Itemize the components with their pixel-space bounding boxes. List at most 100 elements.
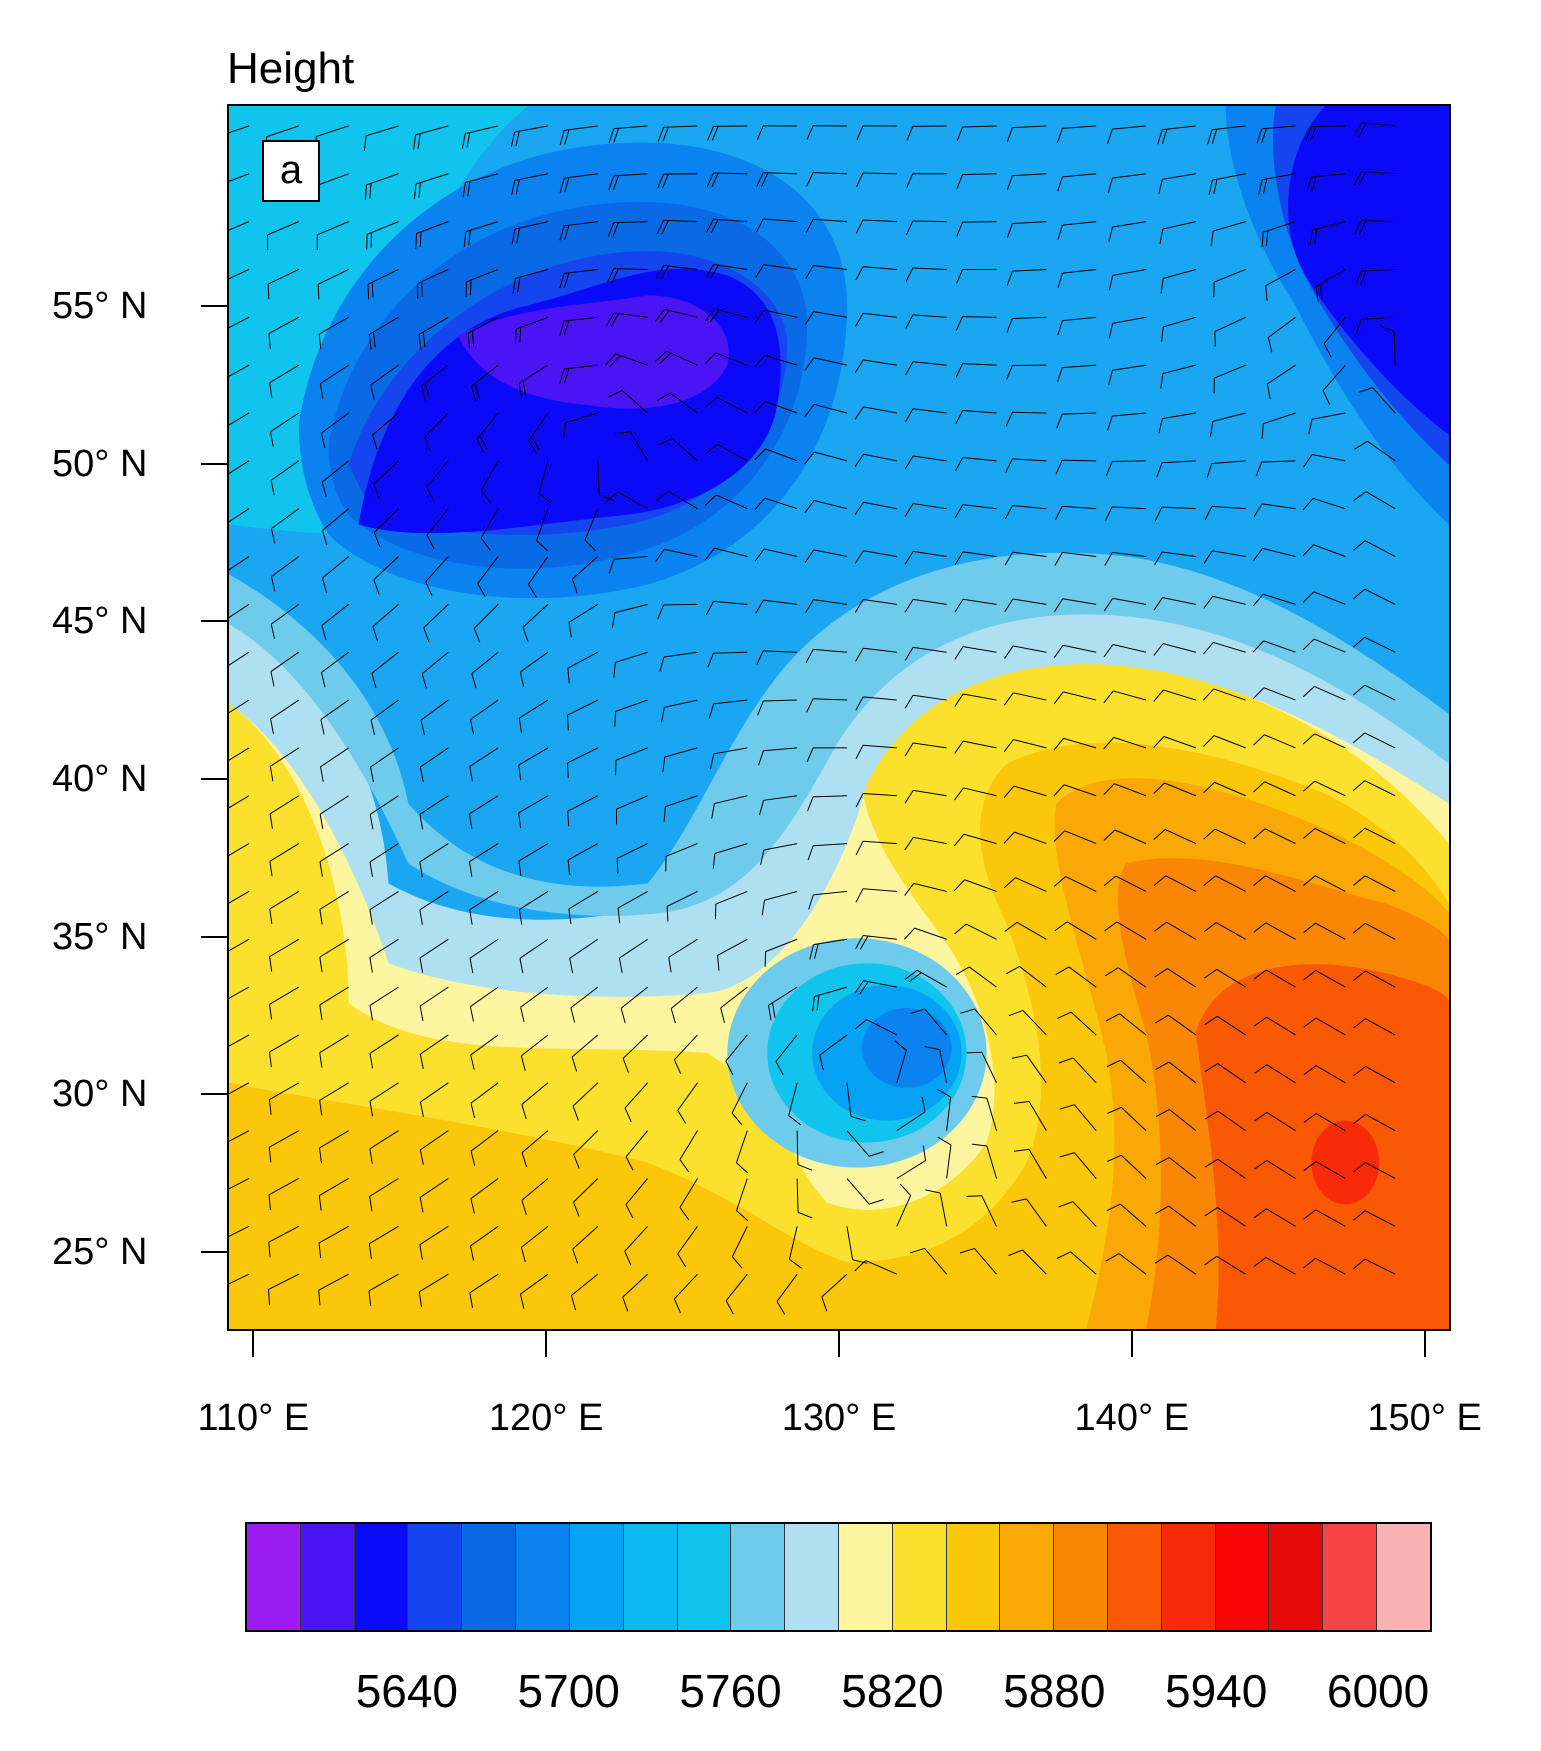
wind-barb-feather bbox=[1213, 179, 1218, 195]
wind-barb bbox=[567, 651, 599, 669]
wind-barb bbox=[1262, 173, 1296, 181]
wind-barb bbox=[1062, 459, 1097, 462]
wind-barb-feather bbox=[1358, 171, 1367, 186]
wind-barb-feather bbox=[270, 718, 274, 734]
wind-barb-feather bbox=[854, 1019, 867, 1030]
wind-barb bbox=[1365, 1161, 1396, 1179]
wind-barb-feather bbox=[515, 131, 520, 147]
wind-barb-feather bbox=[1256, 128, 1263, 144]
wind-barb bbox=[862, 172, 897, 175]
wind-barb bbox=[1212, 173, 1246, 181]
wind-barb bbox=[1167, 968, 1197, 988]
wind-barb bbox=[319, 843, 349, 863]
wind-barb-feather bbox=[1352, 827, 1366, 839]
wind-barb-feather bbox=[536, 540, 549, 552]
wind-barb-feather bbox=[514, 329, 517, 345]
contour-5780 bbox=[229, 552, 1449, 916]
wind-barb-feather bbox=[419, 909, 423, 925]
wind-barb-feather bbox=[1154, 921, 1167, 932]
wind-barb bbox=[763, 650, 798, 653]
wind-barb-feather bbox=[971, 1095, 987, 1099]
wind-barb-feather bbox=[710, 264, 719, 279]
wind-barb-feather bbox=[806, 172, 814, 187]
wind-barb-feather bbox=[369, 1005, 373, 1021]
y-tick-label: 35° N bbox=[52, 915, 148, 958]
wind-barb-feather bbox=[789, 1258, 803, 1269]
wind-barb-feather bbox=[270, 528, 276, 544]
wind-barb-feather bbox=[422, 332, 426, 348]
wind-barb bbox=[663, 603, 698, 606]
wind-barb bbox=[1315, 1065, 1346, 1084]
wind-barb-feather bbox=[904, 927, 916, 940]
wind-barb-feather bbox=[1011, 1198, 1027, 1203]
wind-barb bbox=[1217, 1063, 1246, 1084]
wind-barb-feather bbox=[463, 231, 467, 247]
wind-barb-feather bbox=[953, 879, 966, 892]
wind-barb-feather bbox=[1302, 733, 1315, 745]
wind-barb-feather bbox=[269, 1004, 273, 1020]
wind-barb-feather bbox=[1305, 126, 1312, 141]
wind-barb-feather bbox=[706, 172, 714, 188]
wind-barb-feather bbox=[319, 1100, 323, 1116]
wind-barb-feather bbox=[1204, 1255, 1218, 1266]
wind-barb bbox=[269, 843, 300, 862]
wind-barb-feather bbox=[1352, 684, 1366, 696]
wind-barb bbox=[1216, 1255, 1246, 1275]
wind-barb bbox=[1266, 969, 1296, 988]
wind-barb-feather bbox=[268, 1194, 271, 1210]
wind-barb-feather bbox=[426, 486, 435, 501]
wind-barb-feather bbox=[567, 859, 571, 876]
wind-barb bbox=[613, 125, 648, 130]
wind-barb bbox=[1313, 638, 1346, 653]
wind-barb-feather bbox=[804, 404, 815, 417]
wind-barb-feather bbox=[559, 130, 565, 146]
wind-barb bbox=[1263, 412, 1296, 425]
wind-barb bbox=[1073, 1152, 1097, 1179]
wind-barb bbox=[1112, 173, 1147, 179]
wind-barb bbox=[613, 312, 648, 318]
wind-barb-feather bbox=[673, 1059, 682, 1074]
wind-barb bbox=[229, 1082, 250, 1095]
wind-barb-feather bbox=[419, 766, 424, 783]
wind-barb bbox=[317, 221, 349, 236]
wind-barb bbox=[912, 267, 947, 270]
wind-barb-feather bbox=[470, 1150, 476, 1166]
wind-barb-feather bbox=[1309, 229, 1313, 245]
wind-barb bbox=[846, 1130, 870, 1157]
wind-barb bbox=[622, 1273, 648, 1298]
wind-barb bbox=[1012, 598, 1047, 605]
wind-barb-feather bbox=[904, 790, 914, 804]
wind-barb bbox=[863, 550, 897, 558]
wind-barb-feather bbox=[759, 800, 765, 816]
wind-barb-feather bbox=[612, 175, 620, 191]
wind-barb bbox=[664, 548, 698, 558]
wind-barb-feather bbox=[1005, 966, 1020, 975]
wind-barb-feather bbox=[517, 277, 521, 293]
wind-barb bbox=[1266, 1160, 1296, 1179]
wind-barb-feather bbox=[1303, 454, 1313, 468]
colorbar-label: 5700 bbox=[517, 1665, 620, 1717]
wind-barb-feather bbox=[904, 695, 914, 709]
wind-barb bbox=[1112, 316, 1147, 324]
wind-barb-feather bbox=[925, 1189, 941, 1194]
wind-barb-feather bbox=[966, 1195, 982, 1197]
y-tick-label: 30° N bbox=[52, 1073, 148, 1116]
wind-barb-feather bbox=[1204, 506, 1213, 521]
wind-barb-feather bbox=[705, 264, 715, 278]
wind-barb bbox=[716, 494, 748, 510]
wind-barb-feather bbox=[418, 334, 422, 350]
wind-barb-feather bbox=[1208, 179, 1213, 196]
wind-barb-feather bbox=[655, 309, 665, 322]
wind-barb-feather bbox=[772, 1002, 776, 1018]
wind-barb bbox=[1217, 1110, 1246, 1132]
wind-barb-feather bbox=[1153, 736, 1165, 748]
wind-barb-feather bbox=[268, 333, 271, 349]
wind-barb-feather bbox=[322, 530, 328, 546]
wind-barb bbox=[1168, 1061, 1197, 1084]
wind-barb-feather bbox=[1306, 176, 1313, 192]
wind-barb-feather bbox=[1253, 1208, 1267, 1219]
wind-barb bbox=[1062, 221, 1097, 226]
wind-barb-feather bbox=[659, 656, 665, 672]
wind-barb-feather bbox=[1106, 1059, 1121, 1068]
wind-barb-feather bbox=[1160, 373, 1164, 389]
